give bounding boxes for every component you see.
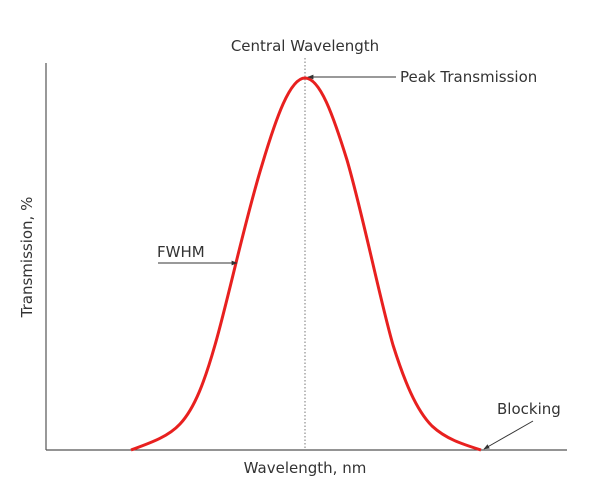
blocking-arrow (483, 420, 534, 450)
x-axis-label: Wavelength, nm (244, 459, 367, 477)
transmission-curve (130, 76, 482, 452)
central-wavelength-label: Central Wavelength (231, 37, 379, 55)
fwhm-label: FWHM (157, 243, 205, 261)
blocking-label: Blocking (497, 400, 561, 418)
peak-transmission-label: Peak Transmission (400, 68, 537, 86)
y-axis-label: Transmission, % (18, 197, 36, 319)
